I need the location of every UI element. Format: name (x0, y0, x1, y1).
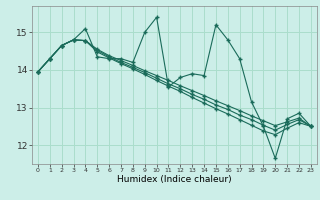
X-axis label: Humidex (Indice chaleur): Humidex (Indice chaleur) (117, 175, 232, 184)
